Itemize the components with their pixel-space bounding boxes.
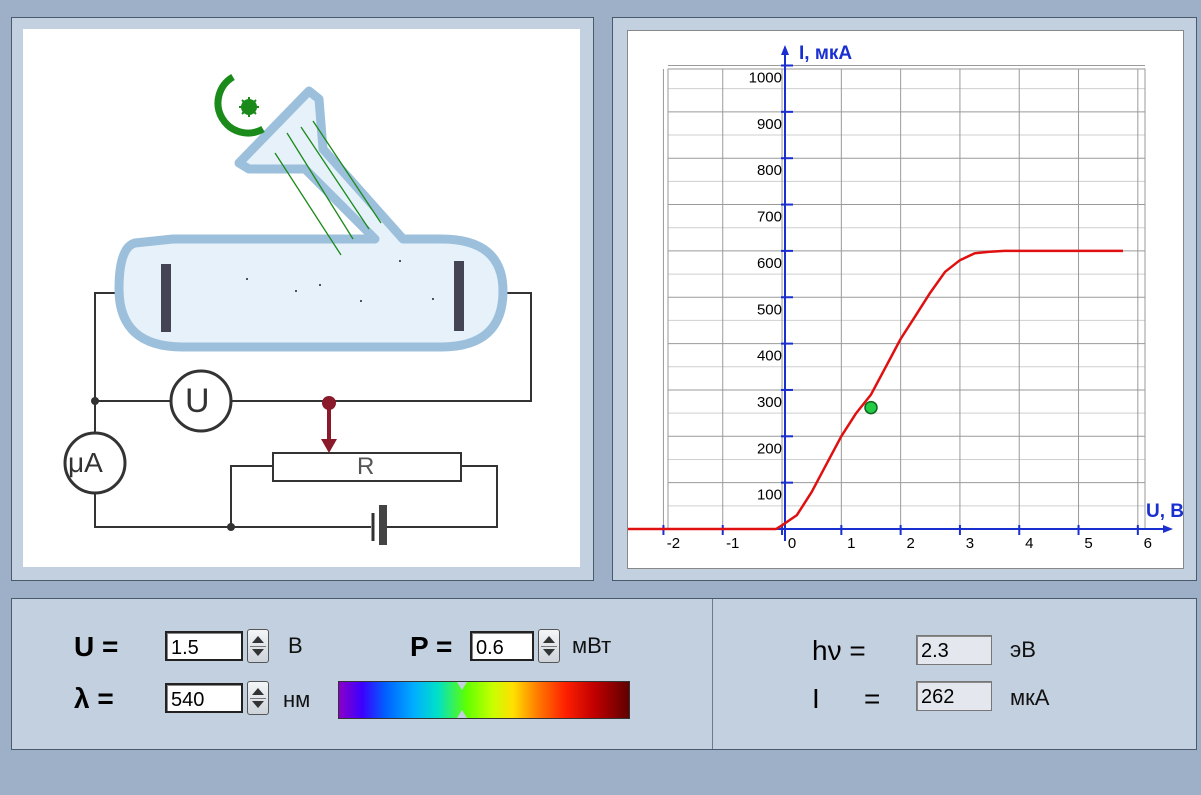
spin-down-icon[interactable] — [543, 649, 555, 656]
power-input[interactable]: 0.6 — [470, 631, 534, 661]
y-tick-label: 500 — [757, 301, 782, 318]
y-tick-label: 400 — [757, 348, 782, 365]
resistor-label: R — [357, 453, 375, 480]
spectrum-slider[interactable] — [338, 681, 630, 719]
y-tick-label: 200 — [757, 440, 782, 457]
current-label: I — [812, 683, 820, 714]
y-tick-label: 700 — [757, 209, 782, 226]
iv-chart: 100 200 300 400 500 600 700 800 900 1000 -2 -1 0 1 2 3 4… — [627, 30, 1184, 569]
x-tick-label: -1 — [726, 535, 739, 552]
wavelength-label: λ = — [74, 683, 114, 714]
y-tick-label: 1000 — [749, 70, 782, 87]
current-value: 262 — [916, 681, 992, 711]
spin-up-icon[interactable] — [252, 688, 264, 695]
iv-curve — [628, 249, 1123, 531]
voltage-input[interactable]: 1.5 — [165, 631, 243, 661]
circuit-diagram: U μA R — [23, 29, 580, 567]
power-unit: мВт — [572, 633, 612, 658]
y-tick-label: 100 — [757, 487, 782, 504]
y-tick-label: 800 — [757, 162, 782, 179]
voltage-unit: В — [288, 633, 303, 658]
voltmeter-label: U — [185, 382, 210, 420]
x-tick-label: 0 — [788, 535, 796, 552]
x-axis-label: U, В — [1146, 501, 1183, 522]
x-tick-label: 1 — [847, 535, 855, 552]
voltage-label: U = — [74, 631, 119, 662]
spin-down-icon[interactable] — [252, 649, 264, 656]
spin-up-icon[interactable] — [252, 636, 264, 643]
grid-frame — [667, 68, 1146, 530]
voltage-spinner[interactable] — [247, 629, 269, 663]
y-axis-label: I, мкА — [799, 43, 852, 64]
x-tick-label: 3 — [966, 535, 974, 552]
wavelength-unit: нм — [283, 687, 311, 712]
current-unit: мкА — [1010, 685, 1050, 710]
spectrum-marker-icon[interactable] — [457, 682, 467, 718]
y-axis-arrow-icon — [781, 45, 789, 55]
wavelength-spinner[interactable] — [247, 681, 269, 715]
current-equals: = — [864, 683, 881, 714]
y-tick-label: 900 — [757, 116, 782, 133]
ammeter-label: μA — [68, 447, 103, 478]
spin-down-icon[interactable] — [252, 701, 264, 708]
panel-divider — [712, 599, 713, 749]
y-tick-label: 300 — [757, 394, 782, 411]
x-axis-arrow-icon — [1163, 525, 1173, 533]
controls-panel: U = 1.5 В P = 0.6 мВт λ = 540 нм hν = 2.… — [11, 598, 1197, 750]
x-tick-label: 2 — [906, 535, 914, 552]
x-tick-label: 6 — [1144, 535, 1152, 552]
power-label: P = — [410, 631, 453, 662]
slider-contact[interactable] — [317, 393, 341, 455]
x-tick-label: 5 — [1084, 535, 1092, 552]
circuit-panel: U μA R — [11, 17, 594, 581]
spin-up-icon[interactable] — [543, 636, 555, 643]
wavelength-input[interactable]: 540 — [165, 683, 243, 713]
x-tick-label: -2 — [667, 535, 680, 552]
photon-energy-label: hν = — [812, 635, 866, 666]
photon-energy-value: 2.3 — [916, 635, 992, 665]
x-tick-label: 4 — [1025, 535, 1033, 552]
power-spinner[interactable] — [538, 629, 560, 663]
graph-panel: 100 200 300 400 500 600 700 800 900 1000 -2 -1 0 1 2 3 4… — [612, 17, 1197, 581]
photon-energy-unit: эВ — [1010, 637, 1036, 662]
y-tick-label: 600 — [757, 255, 782, 272]
operating-point — [864, 400, 878, 415]
